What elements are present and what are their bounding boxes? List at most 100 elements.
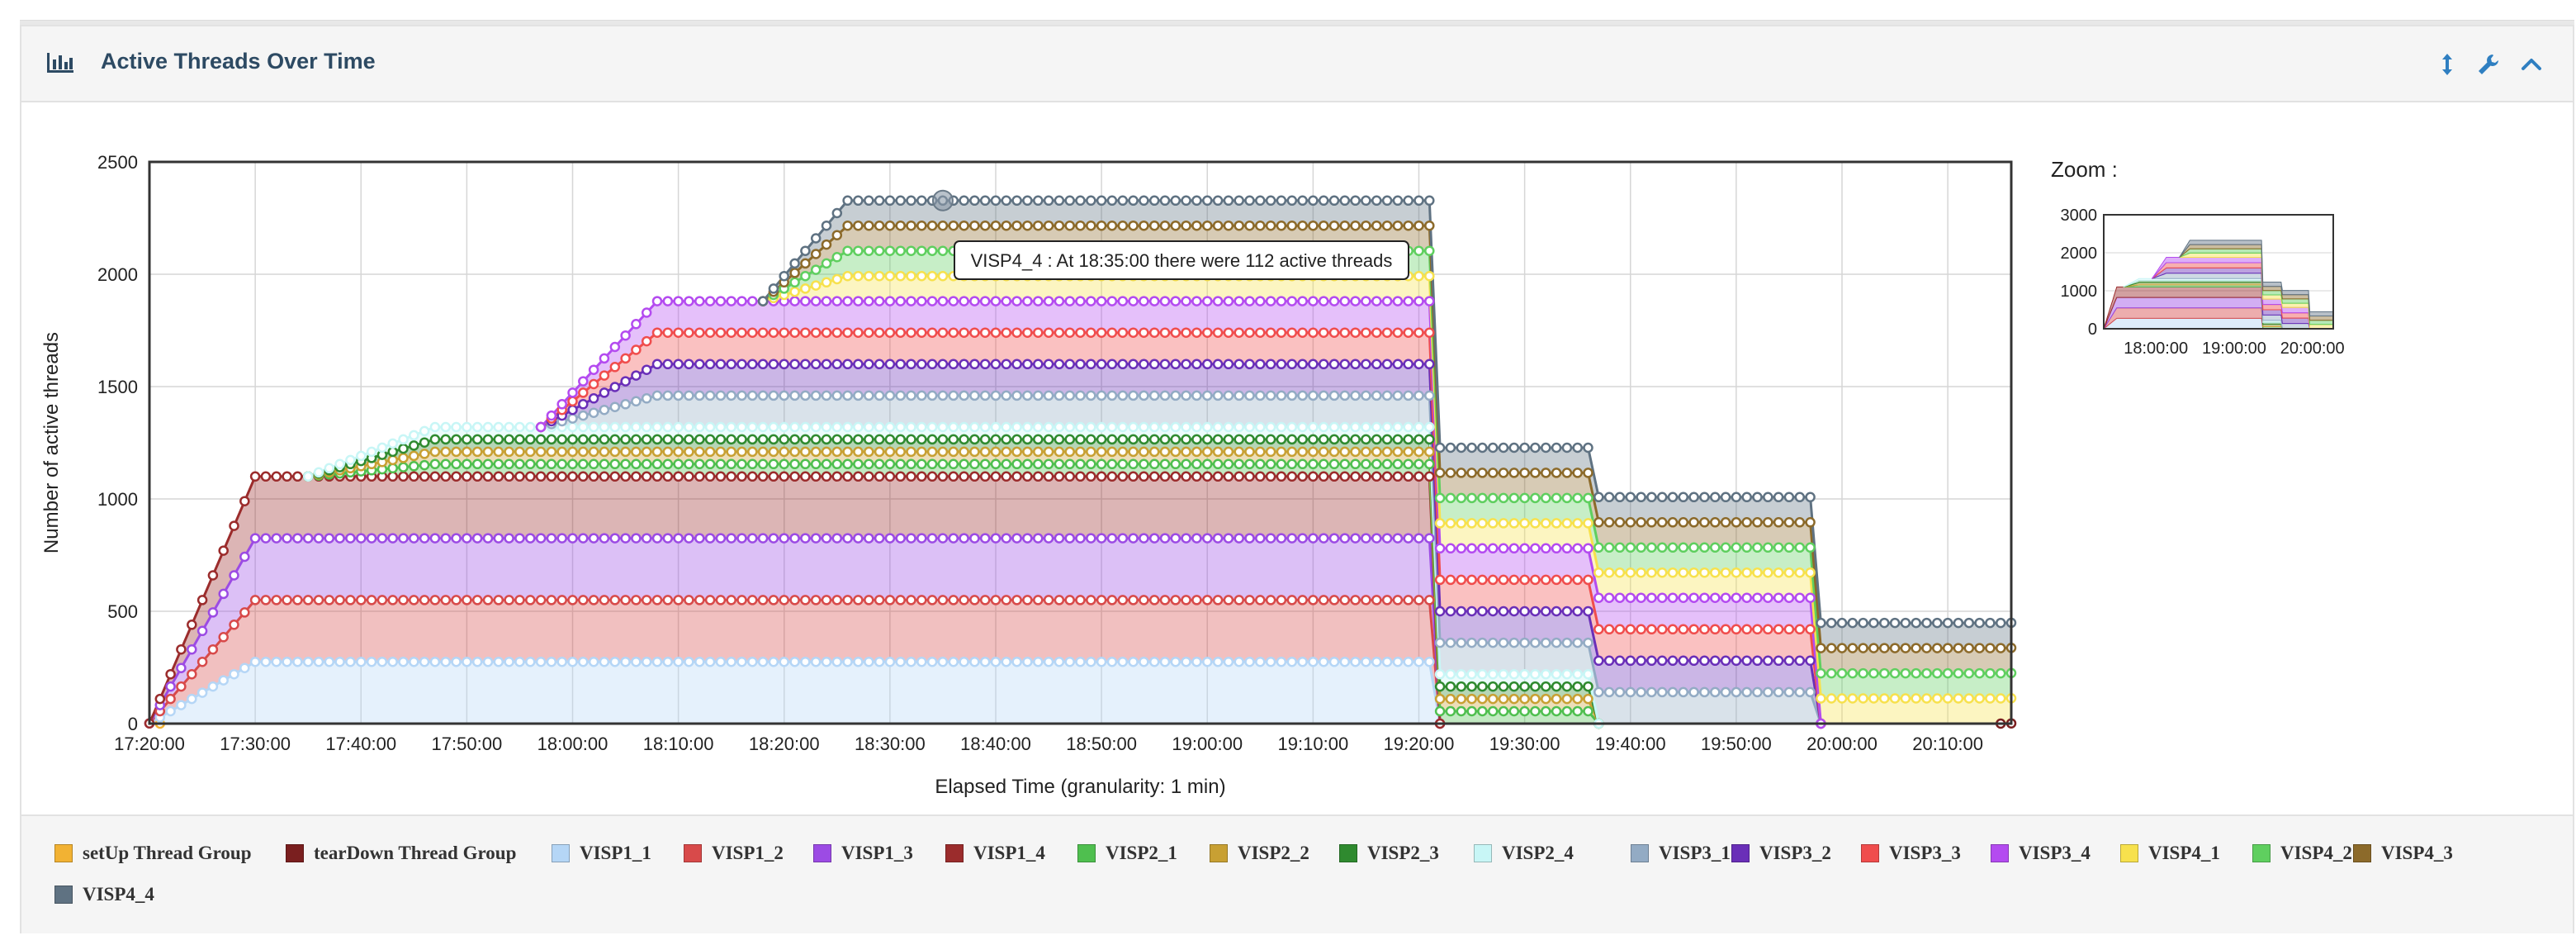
data-point-visp3-2[interactable] <box>1519 605 1530 617</box>
data-point-visp3-4[interactable] <box>736 296 747 306</box>
data-point-visp1-4[interactable] <box>567 471 578 482</box>
data-point-visp2-4[interactable] <box>1202 421 1213 433</box>
data-point-visp3-2[interactable] <box>990 359 1002 370</box>
data-point-visp3-1[interactable] <box>1466 637 1477 648</box>
legend-item-visp2-4[interactable]: VISP2_4 <box>1474 841 1574 866</box>
data-point-visp3-1[interactable] <box>1223 390 1234 401</box>
data-point-visp2-2[interactable] <box>535 446 547 458</box>
data-point-visp3-2[interactable] <box>578 399 589 410</box>
data-point-visp2-2[interactable] <box>747 446 758 458</box>
data-point-visp1-2[interactable] <box>906 595 916 605</box>
data-point-visp3-4[interactable] <box>747 296 758 306</box>
data-point-visp2-4[interactable] <box>1265 421 1276 433</box>
data-point-visp2-2[interactable] <box>1054 446 1065 458</box>
data-point-visp2-4[interactable] <box>1487 668 1499 680</box>
data-point-visp1-2[interactable] <box>578 595 589 605</box>
data-point-visp2-1[interactable] <box>906 458 916 470</box>
data-point-visp1-2[interactable] <box>1244 595 1255 605</box>
data-point-visp1-1[interactable] <box>525 656 536 667</box>
data-point-visp2-3[interactable] <box>1541 681 1551 692</box>
data-point-visp2-1[interactable] <box>789 458 800 470</box>
data-point-visp4-1[interactable] <box>1868 693 1879 704</box>
data-point-visp2-2[interactable] <box>1530 693 1541 705</box>
data-point-visp1-1[interactable] <box>747 656 758 667</box>
data-point-visp4-4[interactable] <box>1656 491 1668 503</box>
data-point-visp3-3[interactable] <box>1265 327 1276 338</box>
data-point-visp4-1[interactable] <box>1583 518 1593 529</box>
data-point-visp4-3[interactable] <box>853 220 864 231</box>
data-point-visp1-4[interactable] <box>1265 471 1276 482</box>
data-point-visp1-3[interactable] <box>398 533 409 544</box>
data-point-visp2-4[interactable] <box>1191 421 1202 433</box>
data-point-visp1-1[interactable] <box>821 656 832 667</box>
data-point-visp1-4[interactable] <box>1033 471 1044 482</box>
data-point-visp1-2[interactable] <box>1096 595 1107 605</box>
data-point-visp1-1[interactable] <box>356 656 367 667</box>
data-point-visp2-3[interactable] <box>673 434 684 445</box>
data-point-visp4-1[interactable] <box>916 270 927 282</box>
data-point-visp3-2[interactable] <box>779 359 789 370</box>
data-point-visp1-2[interactable] <box>440 595 452 605</box>
data-point-visp4-2[interactable] <box>842 245 853 256</box>
data-point-visp3-4[interactable] <box>1381 296 1393 306</box>
data-point-visp1-2[interactable] <box>895 595 906 605</box>
data-point-visp1-2[interactable] <box>356 595 367 605</box>
data-point-visp1-1[interactable] <box>969 656 980 667</box>
data-point-visp3-3[interactable] <box>1530 574 1541 586</box>
data-point-visp2-3[interactable] <box>1075 434 1086 445</box>
data-point-visp2-2[interactable] <box>1424 446 1435 458</box>
data-point-visp1-4[interactable] <box>1054 471 1065 482</box>
data-point-visp2-4[interactable] <box>471 421 483 433</box>
data-point-visp2-4[interactable] <box>926 421 938 433</box>
data-point-visp4-4[interactable] <box>1181 195 1191 207</box>
data-point-visp3-2[interactable] <box>969 359 980 370</box>
data-point-visp4-3[interactable] <box>895 220 906 231</box>
data-point-visp1-3[interactable] <box>651 533 663 544</box>
data-point-visp2-3[interactable] <box>1276 434 1287 445</box>
data-point-visp1-2[interactable] <box>535 595 547 605</box>
data-point-visp2-3[interactable] <box>1350 434 1361 445</box>
data-point-visp3-1[interactable] <box>1561 637 1573 648</box>
data-point-visp3-3[interactable] <box>631 344 642 355</box>
data-point-visp1-4[interactable] <box>842 471 853 482</box>
data-point-visp3-1[interactable] <box>1731 686 1742 698</box>
data-point-visp2-4[interactable] <box>736 421 747 433</box>
data-point-visp2-1[interactable] <box>462 458 472 470</box>
data-point-visp4-4[interactable] <box>1646 491 1657 503</box>
data-point-visp3-1[interactable] <box>789 390 800 401</box>
data-point-visp1-2[interactable] <box>831 595 843 605</box>
data-point-visp2-3[interactable] <box>662 434 674 445</box>
data-point-visp1-3[interactable] <box>864 533 874 544</box>
data-point-visp2-1[interactable] <box>1413 458 1424 470</box>
data-point-visp2-4[interactable] <box>959 421 969 433</box>
data-point-visp3-3[interactable] <box>757 327 769 338</box>
data-point-visp1-1[interactable] <box>482 656 494 667</box>
data-point-visp2-4[interactable] <box>1212 421 1224 433</box>
data-point-visp4-3[interactable] <box>1519 468 1530 478</box>
data-point-visp1-2[interactable] <box>324 595 335 605</box>
data-point-visp1-3[interactable] <box>620 533 631 544</box>
data-point-visp3-4[interactable] <box>1096 296 1107 306</box>
data-point-visp2-3[interactable] <box>1424 434 1435 445</box>
data-point-visp3-4[interactable] <box>842 296 853 306</box>
data-point-visp3-3[interactable] <box>1086 327 1096 338</box>
data-point-visp1-4[interactable] <box>462 471 472 482</box>
data-point-visp1-1[interactable] <box>493 656 504 667</box>
data-point-visp4-1[interactable] <box>1953 693 1964 704</box>
data-point-visp1-4[interactable] <box>1308 471 1319 482</box>
data-point-visp1-3[interactable] <box>779 533 789 544</box>
data-point-visp2-4[interactable] <box>969 421 980 433</box>
data-point-visp2-4[interactable] <box>1318 421 1329 433</box>
data-point-visp3-2[interactable] <box>1508 605 1520 617</box>
data-point-visp3-2[interactable] <box>609 382 621 392</box>
data-point-visp2-2[interactable] <box>1508 693 1520 705</box>
data-point-visp3-3[interactable] <box>1710 624 1721 635</box>
data-point-visp3-4[interactable] <box>916 296 927 306</box>
data-point-visp4-2[interactable] <box>1773 542 1784 553</box>
data-point-visp3-4[interactable] <box>1128 296 1139 306</box>
data-point-visp1-3[interactable] <box>187 643 197 655</box>
data-point-visp4-3[interactable] <box>1043 220 1054 231</box>
data-point-visp1-3[interactable] <box>451 533 462 544</box>
data-point-visp3-1[interactable] <box>768 390 779 401</box>
